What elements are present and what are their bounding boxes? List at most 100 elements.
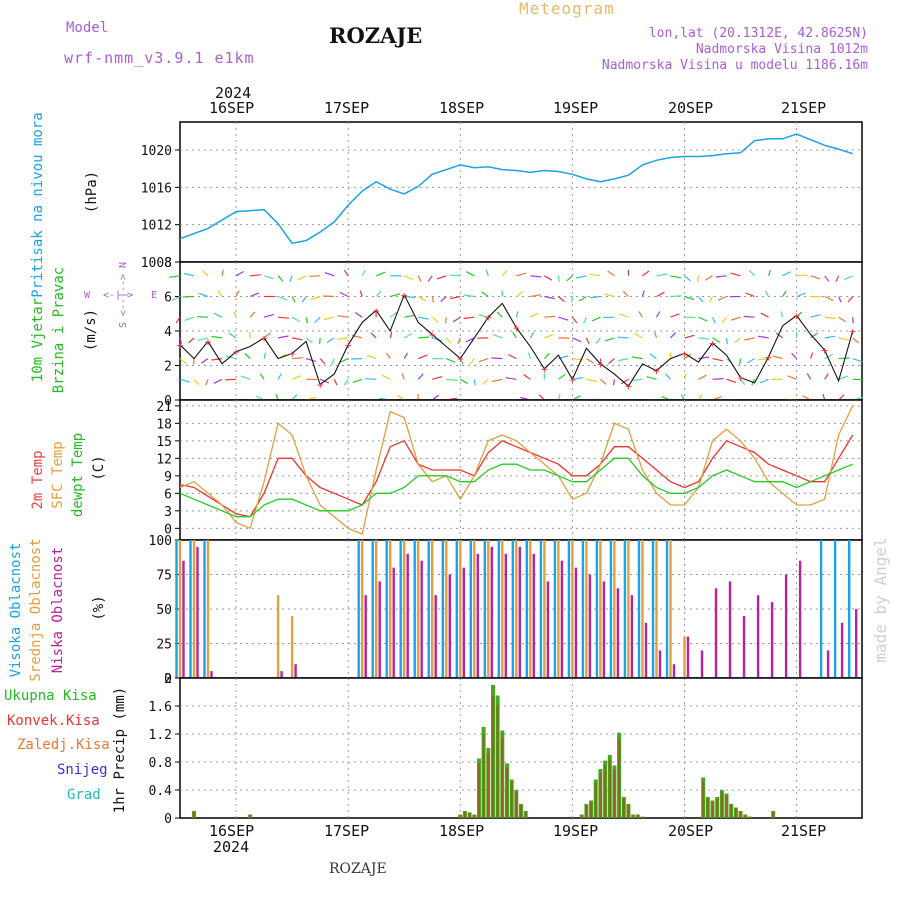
cloud-low-bar	[672, 664, 676, 678]
cloud-mid-bar	[389, 540, 392, 678]
precip-conv-bar	[641, 816, 644, 818]
pressure-ytick-label: 1008	[141, 256, 172, 271]
wind-barb	[436, 275, 447, 280]
wind-barb	[654, 331, 658, 339]
wind-barb	[250, 274, 261, 277]
wind-barb	[233, 311, 237, 318]
pressure-ytick-label: 1020	[141, 144, 172, 159]
watermark: made by Angel	[871, 537, 890, 662]
wind-barb	[481, 291, 489, 297]
cloud-high-bar	[651, 540, 655, 678]
top-day-label: 18SEP	[439, 99, 485, 117]
wind-barb	[297, 275, 307, 281]
wind-barb	[557, 296, 565, 302]
wind-barb	[445, 337, 452, 344]
wind-barb	[612, 379, 616, 386]
wind-barb	[375, 290, 382, 297]
precip-conv-bar	[193, 811, 195, 818]
wind-barb	[810, 352, 814, 359]
wind-barb	[370, 332, 377, 339]
precip-conv-bar	[734, 808, 737, 818]
wind-barb	[244, 352, 251, 360]
cloud-high-bar	[595, 540, 599, 678]
wind-barb	[566, 275, 573, 282]
wind-barb	[712, 378, 724, 380]
wind-ytick-label: 0	[164, 394, 172, 409]
model-elevation-label: Nadmorska Visina u modelu 1186.16m	[601, 58, 868, 73]
top-day-label: 19SEP	[553, 99, 599, 117]
wind-barb	[787, 375, 797, 380]
wind-barb	[326, 337, 335, 344]
cloud-low-bar	[714, 588, 718, 678]
wind-barb	[810, 314, 821, 318]
precip-ytick-label: 0.4	[149, 784, 173, 799]
wind-barb	[743, 315, 755, 318]
wind-barb	[745, 292, 755, 298]
cloud-high-bar	[455, 540, 458, 678]
wind-barb	[538, 394, 545, 401]
cloud-low-bar	[728, 581, 732, 678]
cloud-low-bar	[588, 574, 592, 678]
precip-conv-bar	[590, 801, 593, 818]
wind-barb	[292, 337, 303, 341]
wind-barb	[523, 374, 531, 380]
wind-barb	[403, 333, 413, 339]
wind-barb	[670, 332, 677, 339]
wind-barb	[572, 377, 583, 380]
wind-barb	[843, 275, 853, 281]
wind-barb	[277, 335, 289, 339]
cloud-high-bar	[469, 540, 472, 678]
pressure-title: Pritisak na nivou mora	[30, 112, 46, 297]
cloud-mid-bar	[375, 540, 378, 678]
precip-conv-bar	[744, 814, 747, 818]
precip-conv-bar	[496, 705, 499, 818]
precip-conv-bar	[632, 814, 635, 818]
temp-ytick-label: 12	[156, 452, 172, 467]
wind-barb	[757, 335, 769, 339]
wind-barb	[314, 316, 321, 323]
wind-barb	[810, 275, 821, 280]
cloud-low-bar	[434, 595, 437, 678]
wind-barb	[698, 337, 710, 340]
cloud-mid-bar	[599, 540, 602, 678]
wind-gust-marker: +	[765, 351, 772, 364]
cloud-low-bar	[532, 553, 535, 678]
cloud-low-bar	[574, 567, 578, 678]
cloud-high-bar	[819, 540, 823, 678]
cloud-low-bar	[490, 546, 493, 678]
wind-barb	[452, 316, 461, 323]
wind-barb	[427, 275, 433, 282]
cloud-low-bar	[210, 671, 213, 678]
wind-barb	[305, 358, 316, 362]
wind-barb	[775, 332, 783, 339]
cloud-high-bar	[525, 540, 528, 678]
precip-conv-bar	[725, 795, 728, 818]
temperature-panel: 0 3 6 9 12 15 18 21	[156, 399, 863, 541]
wind-barb	[291, 394, 298, 401]
compass-east: E	[151, 290, 157, 301]
wind-barb	[698, 374, 707, 380]
wind-gust-marker: +	[625, 380, 632, 393]
wind-barb	[589, 273, 601, 277]
precip-conv-bar	[478, 763, 480, 818]
wind-barb	[589, 295, 601, 299]
wind-barb	[179, 358, 187, 364]
precip-ytick-label: 1.6	[149, 700, 172, 715]
cloud-mid-bar	[655, 540, 658, 678]
wind-barb	[604, 337, 615, 342]
wind-barb	[824, 295, 834, 301]
wind-ytick-label: 4	[164, 325, 172, 340]
cloud-low-bar	[462, 567, 465, 678]
temp-sfc-title: SFC Temp	[50, 441, 66, 508]
wind-gust-marker: +	[373, 304, 380, 317]
cloud-mid-bar	[487, 540, 490, 678]
wind-barb	[235, 290, 240, 297]
temp-ytick-label: 0	[164, 522, 172, 537]
cloud-high-bar	[371, 540, 374, 678]
wind-barb	[202, 270, 209, 277]
wind-title-1: 10m Vjetar	[30, 298, 46, 382]
cloud-low-bar	[686, 636, 690, 678]
wind-barb	[249, 292, 260, 298]
wind-barb	[465, 271, 475, 277]
wind-gust-marker: +	[849, 325, 856, 338]
